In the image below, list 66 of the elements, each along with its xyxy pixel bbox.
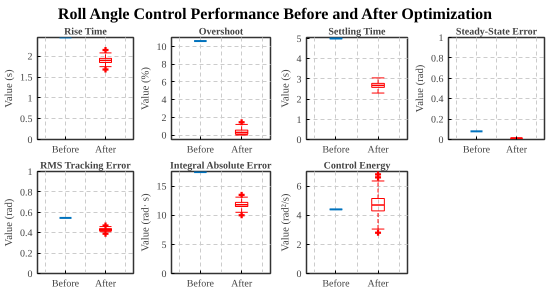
- y-tick-label: 10: [156, 42, 166, 53]
- x-tick-label: Before: [322, 278, 350, 290]
- x-tick-label: After: [94, 144, 117, 156]
- y-tick-label: 0.5: [20, 114, 32, 126]
- y-tick-label: 6: [296, 182, 302, 193]
- y-tick-label: 0.2: [20, 248, 32, 260]
- y-axis-title: Value (rad): [4, 198, 15, 246]
- y-tick-label: 1: [28, 167, 32, 178]
- y-tick-label: 3: [296, 74, 302, 86]
- y-tick-label: 5: [296, 34, 302, 46]
- x-tick-label: After: [367, 144, 390, 156]
- x-tick-label: After: [231, 278, 253, 290]
- chart-title: Settling Time: [328, 26, 386, 38]
- y-tick-label: 1: [438, 33, 444, 44]
- y-tick-label: 2: [28, 52, 32, 63]
- y-tick-label: 0: [28, 269, 32, 280]
- y-tick-label: 0: [28, 135, 32, 146]
- y-tick-label: 0: [162, 269, 166, 280]
- chart-title: RMS Tracking Error: [40, 160, 132, 172]
- chart-title: Overshoot: [198, 26, 244, 38]
- y-tick-label: 5: [162, 240, 166, 251]
- y-tick-label: 4: [296, 210, 302, 222]
- x-tick-label: Before: [322, 144, 350, 156]
- y-tick-label: 8: [162, 60, 166, 71]
- y-tick-label: 6: [162, 77, 166, 88]
- x-tick-label: After: [231, 144, 253, 156]
- x-tick-label: After: [367, 278, 390, 290]
- y-tick-label: 0.8: [20, 187, 32, 198]
- y-tick-label: 1: [296, 114, 302, 126]
- y-tick-label: 0.4: [20, 228, 32, 240]
- y-tick-label: 2: [162, 112, 166, 124]
- chart-title: Steady-State Error: [456, 26, 538, 38]
- y-tick-label: 1: [28, 93, 32, 104]
- y-axis-title: Value (s): [4, 68, 15, 108]
- x-tick-label: After: [506, 144, 528, 156]
- y-tick-label: 4: [296, 54, 302, 66]
- y-axis-title: Value (s): [280, 68, 292, 108]
- x-tick-label: After: [94, 278, 117, 290]
- chart-title: Rise Time: [64, 26, 108, 38]
- x-tick-label: Before: [186, 278, 215, 290]
- y-axis-title: Value (rad): [415, 64, 426, 112]
- y-tick-label: 4: [162, 95, 166, 106]
- y-tick-label: 0.2: [431, 114, 444, 126]
- y-tick-label: 2: [296, 240, 302, 251]
- y-tick-label: 10: [156, 210, 166, 222]
- y-tick-label: 0: [296, 135, 302, 146]
- x-tick-label: Before: [186, 144, 215, 156]
- y-tick-label: 15: [156, 182, 166, 193]
- y-tick-label: 0.6: [431, 74, 444, 85]
- y-axis-title: Value (rad· s): [140, 193, 152, 252]
- x-tick-label: Before: [52, 144, 80, 156]
- x-tick-label: Before: [52, 278, 80, 290]
- y-tick-label: 0: [296, 269, 302, 280]
- y-tick-label: 1.5: [20, 72, 32, 84]
- text: Roll Angle Control Performance Before and After Optimization: [58, 5, 492, 25]
- y-axis-title: Value (%): [140, 66, 152, 110]
- y-tick-label: 0: [438, 135, 444, 146]
- chart-title: Control Energy: [324, 160, 390, 172]
- y-tick-label: 0.4: [431, 94, 444, 106]
- chart-title: Integral Absolute Error: [170, 160, 272, 172]
- y-tick-label: 2: [296, 94, 302, 106]
- y-tick-label: 0.6: [20, 208, 32, 219]
- y-tick-label: 0: [162, 130, 166, 142]
- y-axis-title: Value (rad²/s): [280, 193, 292, 252]
- x-tick-label: Before: [462, 144, 491, 156]
- y-tick-label: 0.8: [431, 53, 444, 64]
